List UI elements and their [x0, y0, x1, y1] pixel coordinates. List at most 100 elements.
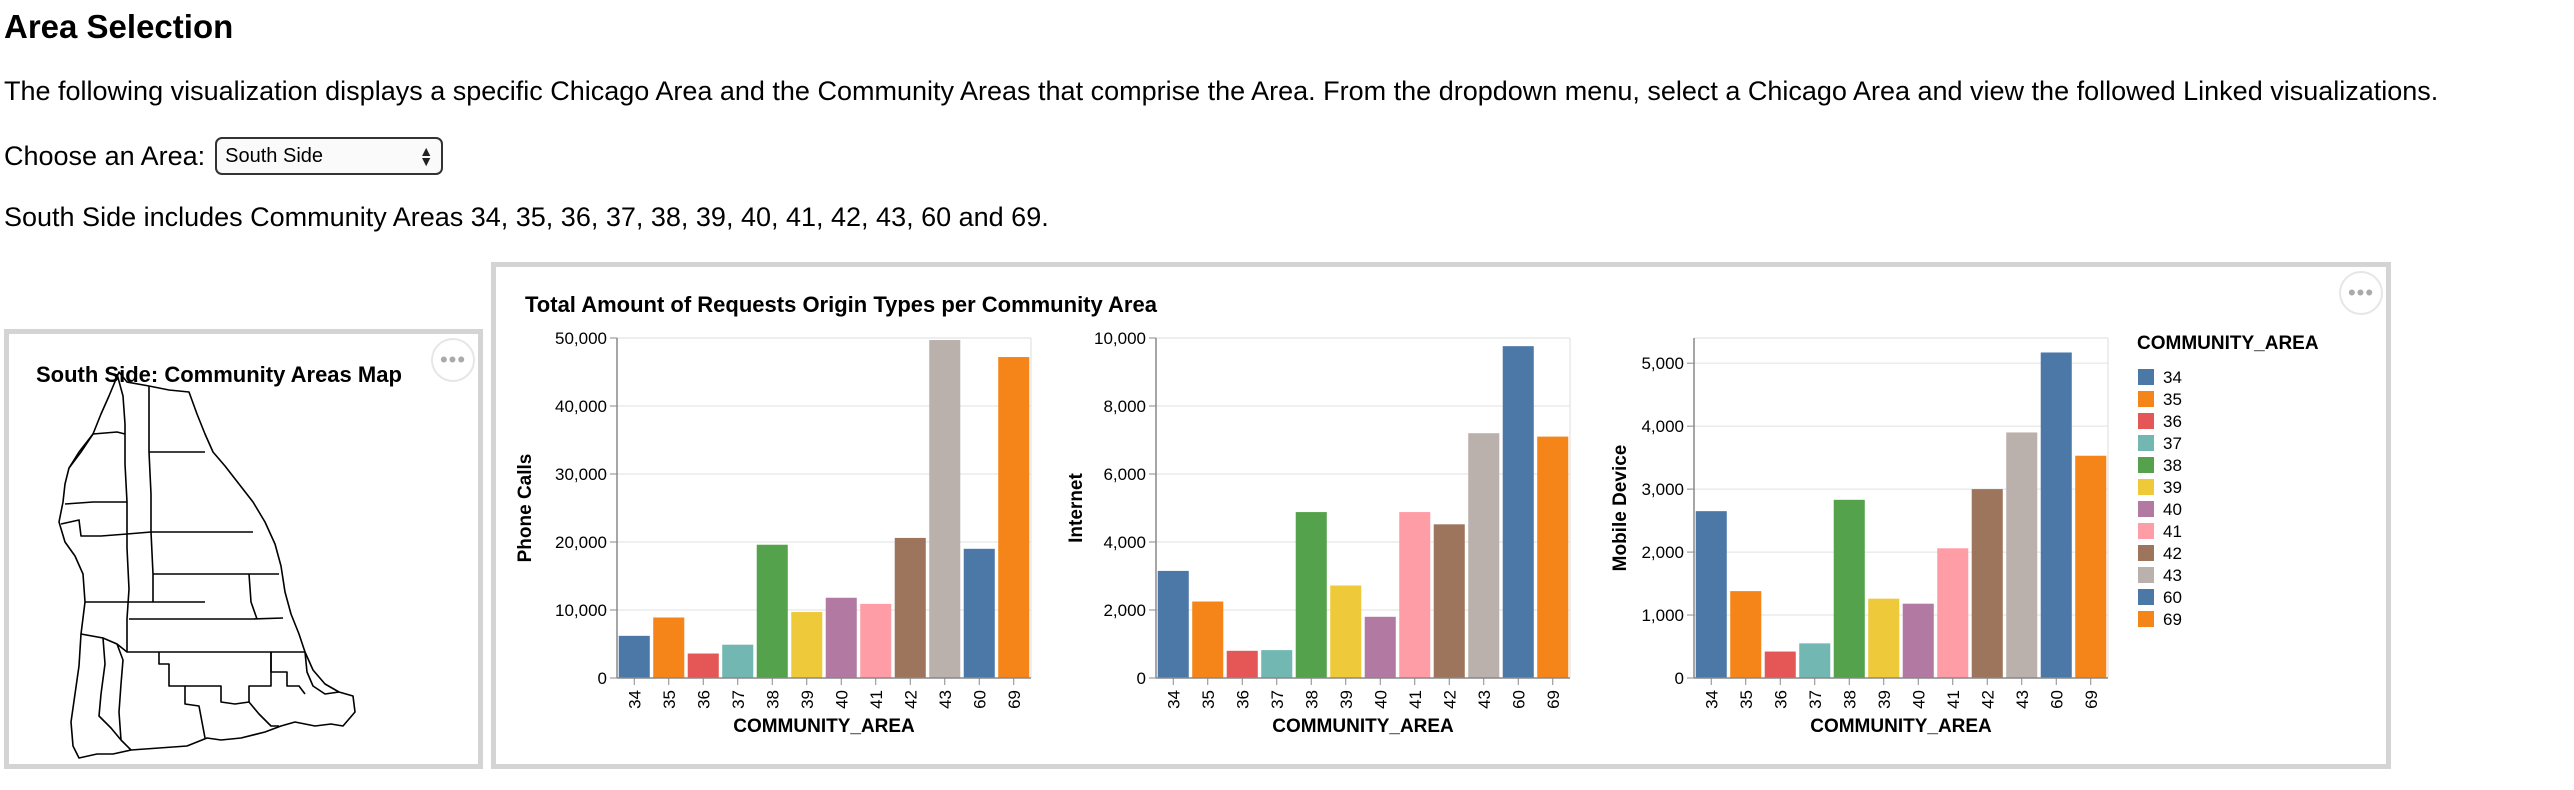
- page-title: Area Selection: [4, 8, 234, 45]
- x-axis-label: COMMUNITY_AREA: [1810, 716, 1992, 737]
- area-border: [248, 573, 258, 620]
- x-tick-label: 39: [798, 690, 817, 709]
- area-border: [116, 373, 130, 652]
- legend-swatch: [2138, 611, 2154, 627]
- bar-36: [1226, 650, 1258, 678]
- legend-swatch: [2138, 545, 2154, 561]
- legend-label: 39: [2163, 478, 2182, 497]
- map-panel: South Side: Community Areas Map •••: [4, 329, 483, 769]
- y-tick-label: 10,000: [1094, 329, 1146, 348]
- legend-swatch: [2138, 567, 2154, 583]
- x-tick-label: 60: [970, 690, 989, 709]
- y-tick-label: 8,000: [1103, 397, 1146, 416]
- legend-label: 36: [2163, 412, 2182, 431]
- bar-39: [791, 612, 823, 678]
- community-areas-map: [58, 371, 356, 759]
- x-tick-label: 60: [2047, 690, 2066, 709]
- y-tick-label: 4,000: [1641, 417, 1684, 436]
- x-tick-label: 40: [1909, 690, 1928, 709]
- bar-38: [756, 544, 788, 678]
- bar-69: [1537, 436, 1569, 678]
- chart-title: Total Amount of Requests Origin Types pe…: [525, 292, 1158, 317]
- area-border: [80, 633, 104, 639]
- legend: COMMUNITY_AREA 34 35 36 37 38 39 40 41 42 43 60 69: [2137, 333, 2319, 629]
- area-label: Choose an Area:: [4, 140, 206, 171]
- select-arrows-icon: ▲ ▼: [419, 143, 434, 169]
- x-axis-label: COMMUNITY_AREA: [1272, 716, 1454, 737]
- subchart-3: 0 1,000 2,000 3,000 4,000 5,000 34 35 36 37 38 39 40…: [1610, 337, 2109, 737]
- legend-swatch: [2138, 413, 2154, 429]
- bar-37: [1799, 643, 1831, 678]
- legend-label: 43: [2163, 566, 2182, 585]
- bar-42: [1971, 489, 2003, 678]
- y-tick-label: 3,000: [1641, 480, 1684, 499]
- bar-43: [929, 340, 961, 678]
- charts-menu-button[interactable]: •••: [2339, 271, 2383, 315]
- bar-34: [1157, 570, 1189, 678]
- x-tick-label: 36: [1771, 690, 1790, 709]
- y-tick-label: 0: [1137, 669, 1146, 688]
- legend-label: 69: [2163, 610, 2182, 629]
- x-tick-label: 69: [2082, 690, 2101, 709]
- bar-37: [1261, 650, 1293, 678]
- area-select[interactable]: South Side ▲ ▼: [215, 137, 444, 175]
- bar-39: [1868, 598, 1900, 678]
- x-tick-label: 69: [1544, 690, 1563, 709]
- x-tick-label: 42: [1440, 690, 1459, 709]
- bar-43: [2006, 432, 2038, 678]
- bar-38: [1833, 499, 1865, 678]
- x-tick-label: 35: [1199, 690, 1218, 709]
- y-tick-label: 2,000: [1641, 543, 1684, 562]
- legend-swatch: [2138, 523, 2154, 539]
- legend-label: 41: [2163, 522, 2182, 541]
- y-tick-label: 1,000: [1641, 606, 1684, 625]
- area-summary: South Side includes Community Areas 34, …: [4, 202, 1049, 232]
- bar-35: [1730, 591, 1762, 678]
- legend-swatch: [2138, 501, 2154, 517]
- area-border: [248, 701, 279, 727]
- legend-title: COMMUNITY_AREA: [2137, 333, 2319, 354]
- x-tick-label: 38: [763, 690, 782, 709]
- legend-label: 42: [2163, 544, 2182, 563]
- x-tick-label: 42: [1978, 690, 1997, 709]
- y-tick-label: 5,000: [1641, 354, 1684, 373]
- bar-40: [825, 597, 857, 678]
- bar-36: [687, 653, 719, 678]
- x-tick-label: 35: [1737, 690, 1756, 709]
- x-tick-label: 35: [660, 690, 679, 709]
- area-border: [304, 651, 340, 695]
- map-outline: [58, 371, 356, 759]
- x-tick-label: 37: [1806, 690, 1825, 709]
- y-tick-label: 20,000: [555, 533, 607, 552]
- map-title: South Side: Community Areas Map: [36, 362, 402, 387]
- bar-69: [998, 357, 1030, 678]
- subchart-1: 0 10,000 20,000 30,000 40,000 50,000 34 35 36 37 3…: [515, 329, 1032, 737]
- map-menu-button[interactable]: •••: [431, 338, 475, 382]
- bar-41: [1399, 512, 1431, 678]
- bar-60: [963, 548, 995, 678]
- area-border: [270, 652, 306, 695]
- x-tick-label: 43: [1475, 690, 1494, 709]
- legend-label: 35: [2163, 390, 2182, 409]
- x-tick-label: 34: [1164, 690, 1183, 709]
- x-tick-label: 43: [936, 690, 955, 709]
- legend-swatch: [2138, 589, 2154, 605]
- y-tick-label: 6,000: [1103, 465, 1146, 484]
- bar-42: [894, 537, 926, 678]
- area-select-value: South Side: [225, 144, 324, 167]
- legend-swatch: [2138, 479, 2154, 495]
- y-axis-label: Phone Calls: [515, 454, 536, 563]
- bar-39: [1330, 585, 1362, 678]
- area-border: [129, 617, 284, 620]
- x-tick-label: 40: [832, 690, 851, 709]
- ellipsis-icon: •••: [2347, 280, 2375, 305]
- area-border: [68, 431, 126, 469]
- x-tick-label: 39: [1875, 690, 1894, 709]
- intro-text: The following visualization displays a s…: [4, 76, 2439, 106]
- x-tick-label: 34: [1702, 690, 1721, 709]
- legend-swatch: [2138, 435, 2154, 451]
- x-tick-label: 37: [1268, 690, 1287, 709]
- bar-42: [1433, 524, 1465, 678]
- legend-swatch: [2138, 391, 2154, 407]
- x-tick-label: 43: [2013, 690, 2032, 709]
